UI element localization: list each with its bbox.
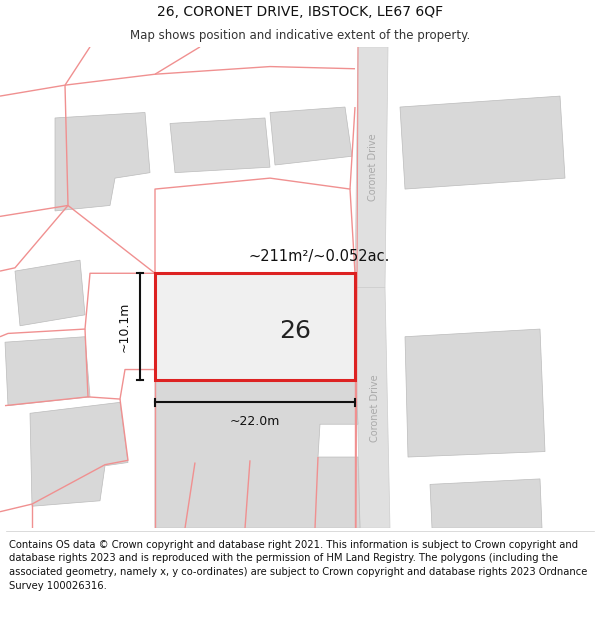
Polygon shape [155,369,360,528]
Polygon shape [160,279,350,375]
Polygon shape [355,288,390,528]
Text: 26, CORONET DRIVE, IBSTOCK, LE67 6QF: 26, CORONET DRIVE, IBSTOCK, LE67 6QF [157,5,443,19]
Polygon shape [30,402,128,506]
Polygon shape [355,47,388,288]
Polygon shape [405,329,545,457]
Text: Map shows position and indicative extent of the property.: Map shows position and indicative extent… [130,29,470,42]
Text: Coronet Drive: Coronet Drive [368,133,378,201]
Polygon shape [170,118,270,172]
Polygon shape [430,479,542,528]
Polygon shape [15,260,85,326]
Polygon shape [5,337,90,406]
Text: ~10.1m: ~10.1m [118,302,131,352]
Text: ~211m²/~0.052ac.: ~211m²/~0.052ac. [248,249,389,264]
Text: Coronet Drive: Coronet Drive [370,374,380,442]
Text: Contains OS data © Crown copyright and database right 2021. This information is : Contains OS data © Crown copyright and d… [9,540,587,591]
Text: 26: 26 [279,319,311,343]
Text: ~22.0m: ~22.0m [230,416,280,429]
Polygon shape [155,273,355,381]
Polygon shape [55,112,150,211]
Polygon shape [400,96,565,189]
Polygon shape [270,107,352,165]
